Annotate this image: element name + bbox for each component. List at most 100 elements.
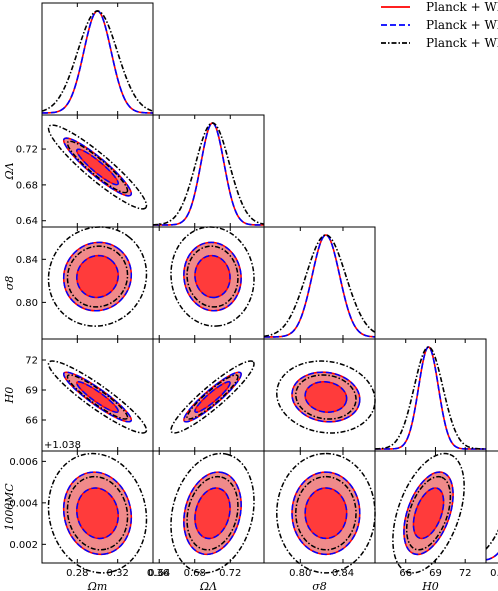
y-tick-label-th: 0.004 bbox=[9, 498, 38, 509]
contour-1sigma-series-3 bbox=[405, 475, 452, 551]
marginal-h0-series-2 bbox=[375, 346, 486, 450]
x-tick-label-th: 0.002 bbox=[490, 568, 498, 579]
x-tick-label-s8: 0.84 bbox=[332, 568, 354, 579]
marginal-th-series-3 bbox=[485, 529, 498, 550]
y-axis-label-ol: ΩΛ bbox=[3, 162, 16, 180]
y-axis-label-th: 100θMC bbox=[3, 483, 16, 531]
contour-inner-fill bbox=[305, 487, 347, 539]
contour-1sigma-series-2 bbox=[76, 148, 119, 186]
contour-2sigma-series-2 bbox=[62, 471, 133, 556]
panel-frame bbox=[485, 450, 498, 564]
legend-label-2: Planck + WP bbox=[426, 18, 498, 32]
legend-label-3: Planck + WP bbox=[426, 36, 498, 50]
panel-h0-h0 bbox=[374, 338, 487, 452]
y-tick-label-th: 0.006 bbox=[9, 457, 38, 468]
panel-h0-om bbox=[41, 338, 154, 452]
contour-2sigma-series-2 bbox=[291, 371, 361, 423]
contour-1sigma-series-2 bbox=[76, 254, 119, 299]
x-tick-label-h0: 69 bbox=[429, 568, 442, 579]
contour-2sigma-series-3 bbox=[47, 124, 148, 210]
contour-2sigma-series-3 bbox=[47, 360, 148, 434]
contour-2sigma-series-2 bbox=[62, 241, 133, 312]
contour-1sigma-series-2 bbox=[76, 487, 119, 540]
marginal-th-series-2 bbox=[485, 552, 498, 561]
panel-ol-ol bbox=[152, 114, 265, 228]
contour-1sigma-series-2 bbox=[76, 381, 119, 413]
marginal-h0-series-3 bbox=[374, 346, 487, 450]
marginal-h0-series-1 bbox=[375, 346, 486, 450]
contour-inner-fill bbox=[76, 149, 119, 185]
contour-1sigma-series-2 bbox=[194, 487, 231, 540]
y-axis-label-h0: H0 bbox=[3, 387, 16, 405]
y-tick-label-h0: 66 bbox=[25, 416, 38, 427]
panel-h0-ol bbox=[152, 338, 265, 452]
panel-th-om bbox=[41, 450, 154, 574]
x-tick-label-ol: 0.64 bbox=[148, 568, 170, 579]
y-tick-label-ol: 0.64 bbox=[16, 216, 38, 227]
contour-1sigma-series-2 bbox=[304, 381, 348, 413]
contour-2sigma-series-3 bbox=[170, 452, 255, 574]
contour-1sigma-series-3 bbox=[186, 475, 239, 551]
panel-om-om bbox=[41, 2, 154, 116]
contour-1sigma-series-2 bbox=[194, 254, 231, 299]
panel-h0-s8 bbox=[263, 338, 376, 452]
marginal-om-series-3 bbox=[41, 10, 154, 112]
x-tick-label-om: 0.36 bbox=[147, 568, 169, 579]
contour-inner-fill bbox=[194, 255, 231, 298]
marginal-ol-series-1 bbox=[153, 122, 265, 226]
contour-2sigma-series-3 bbox=[47, 226, 148, 327]
panel-th-ol bbox=[152, 450, 265, 574]
contour-1sigma-series-3 bbox=[186, 245, 239, 308]
contour-2sigma-series-2 bbox=[62, 371, 133, 423]
y-tick-label-s8: 0.80 bbox=[16, 298, 38, 309]
contour-2sigma-series-2 bbox=[291, 471, 361, 556]
x-tick-label-h0: 66 bbox=[399, 568, 412, 579]
legend-label-1: Planck + WP bbox=[426, 0, 498, 14]
x-tick-label-om: 0.32 bbox=[107, 568, 129, 579]
legend: Planck + WP Planck + WP Planck + WP bbox=[381, 0, 498, 50]
y-tick-label-s8: 0.84 bbox=[16, 255, 38, 266]
y-offset-label-th: +1.038 bbox=[44, 440, 81, 451]
contour-inner-fill bbox=[194, 381, 231, 413]
contour-1sigma-series-2 bbox=[412, 487, 445, 540]
x-tick-label-h0: 72 bbox=[459, 568, 472, 579]
panel-s8-ol bbox=[152, 226, 265, 340]
panel-ol-om bbox=[41, 114, 154, 228]
contour-inner-fill bbox=[76, 381, 119, 413]
x-axis-label-h0: H0 bbox=[421, 580, 439, 591]
panel-frame bbox=[374, 338, 487, 452]
contour-2sigma-series-2 bbox=[183, 471, 242, 556]
y-tick-label-h0: 69 bbox=[25, 386, 38, 397]
y-tick-label-ol: 0.72 bbox=[16, 145, 38, 156]
contour-2sigma-series-3 bbox=[392, 452, 465, 574]
x-tick-label-om: 0.28 bbox=[66, 568, 88, 579]
marginal-th-series-1 bbox=[485, 552, 498, 561]
y-tick-label-ol: 0.68 bbox=[16, 180, 38, 191]
contour-1sigma-series-3 bbox=[66, 374, 129, 420]
marginal-s8-series-3 bbox=[263, 234, 376, 338]
contour-1sigma-series-3 bbox=[66, 245, 129, 308]
contour-inner-fill bbox=[194, 488, 231, 539]
marginal-ol-series-3 bbox=[152, 122, 265, 226]
contour-2sigma-series-2 bbox=[183, 241, 242, 312]
x-tick-label-s8: 0.80 bbox=[289, 568, 311, 579]
contour-2sigma-series-3 bbox=[170, 226, 255, 327]
contour-2sigma-series-2 bbox=[62, 137, 133, 197]
panel-frame bbox=[152, 114, 265, 228]
x-axis-label-ol: ΩΛ bbox=[199, 580, 217, 591]
panel-th-s8 bbox=[263, 450, 376, 574]
contour-1sigma-series-2 bbox=[304, 487, 348, 540]
x-axis-label-om: Ωm bbox=[87, 580, 108, 591]
contour-2sigma-series-2 bbox=[183, 371, 242, 423]
panel-s8-s8 bbox=[263, 226, 376, 340]
x-tick-label-ol: 0.68 bbox=[184, 568, 206, 579]
panel-th-h0 bbox=[374, 450, 487, 574]
contour-inner-fill bbox=[76, 255, 119, 298]
contour-2sigma-series-3 bbox=[170, 360, 255, 434]
contour-2sigma-series-2 bbox=[403, 471, 454, 556]
contour-inner-fill bbox=[305, 381, 347, 413]
y-tick-label-th: 0.002 bbox=[9, 540, 38, 551]
contour-1sigma-series-3 bbox=[295, 374, 357, 420]
